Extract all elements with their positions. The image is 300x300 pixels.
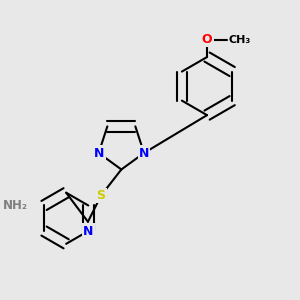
Text: O: O: [202, 33, 212, 46]
Text: S: S: [97, 189, 106, 202]
Text: N: N: [94, 146, 104, 160]
Text: CH₃: CH₃: [229, 34, 251, 45]
Text: NH₂: NH₂: [3, 199, 28, 212]
Text: N: N: [139, 146, 149, 160]
Text: N: N: [83, 224, 94, 238]
